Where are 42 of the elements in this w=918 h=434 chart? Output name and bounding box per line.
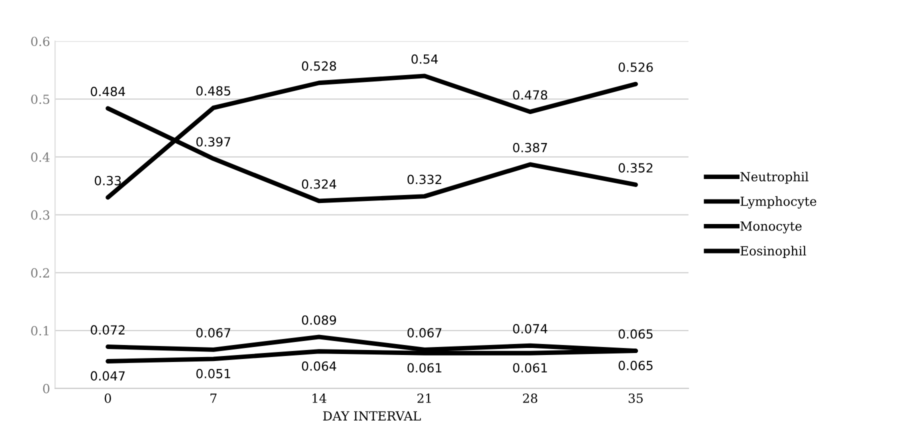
data-label: 0.064 xyxy=(302,361,336,371)
legend-label: Monocyte xyxy=(740,221,802,234)
data-label: 0.352 xyxy=(618,163,652,173)
y-tick-label: 0.1 xyxy=(31,326,48,336)
data-label: 0.478 xyxy=(513,90,548,100)
data-label: 0.397 xyxy=(196,137,230,147)
data-label: 0.33 xyxy=(94,176,121,186)
data-label: 0.332 xyxy=(408,174,442,184)
data-label: 0.047 xyxy=(90,371,125,381)
y-tick-label: 0.5 xyxy=(31,94,50,104)
data-label: 0.061 xyxy=(513,363,547,373)
y-tick-label: 0.3 xyxy=(31,210,50,220)
data-label: 0.526 xyxy=(618,62,653,72)
data-label: 0.074 xyxy=(513,324,548,334)
data-label: 0.324 xyxy=(302,179,336,189)
x-tick-label: 21 xyxy=(417,394,431,403)
data-label: 0.485 xyxy=(196,86,230,96)
data-label: 0.484 xyxy=(90,86,126,96)
x-tick-label: 7 xyxy=(210,394,217,403)
x-tick-label: 28 xyxy=(523,394,538,403)
data-label: 0.065 xyxy=(618,360,653,370)
x-axis-title: DAY INTERVAL xyxy=(323,411,421,421)
data-label: 0.065 xyxy=(618,329,653,339)
data-label: 0.067 xyxy=(196,328,230,338)
data-label: 0.528 xyxy=(302,61,336,71)
legend-label: Neutrophil xyxy=(740,172,808,184)
data-label: 0.067 xyxy=(408,328,442,338)
data-label: 0.061 xyxy=(408,363,442,373)
y-tick-label: 0 xyxy=(43,384,50,394)
data-label: 0.387 xyxy=(513,142,547,152)
x-tick-label: 14 xyxy=(312,394,326,403)
x-tick-label: 0 xyxy=(104,394,112,403)
y-tick-label: 0.4 xyxy=(31,152,50,162)
y-tick-label: 0.2 xyxy=(31,268,49,278)
legend-label: Eosinophil xyxy=(740,246,806,258)
data-label: 0.072 xyxy=(90,325,125,335)
data-label: 0.051 xyxy=(196,368,230,378)
data-label: 0.54 xyxy=(411,54,438,64)
y-tick-label: 0.6 xyxy=(31,36,50,46)
x-tick-label: 35 xyxy=(628,394,643,403)
data-label: 0.089 xyxy=(302,315,336,325)
legend-label: Lymphocyte xyxy=(740,196,816,209)
